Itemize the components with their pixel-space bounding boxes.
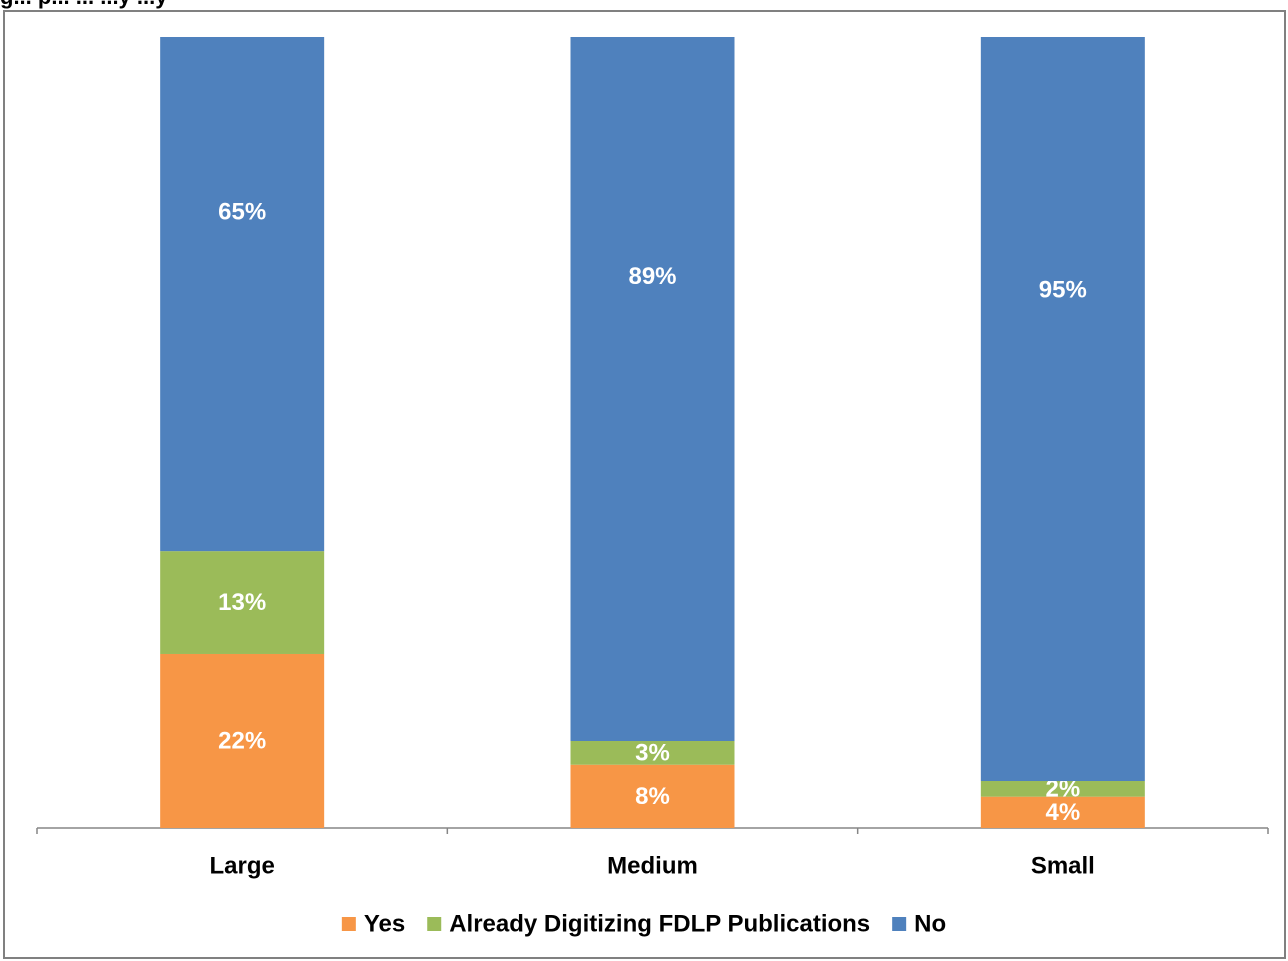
bar-no-large (160, 37, 325, 552)
legend-label: No (914, 911, 946, 938)
clipped-title-text: g... p... ... ...y ...y (0, 0, 167, 9)
x-tick-label: Large (209, 853, 274, 880)
bar-already-digitizing-fdlp-publications-large (160, 551, 325, 654)
bar-yes-large (160, 653, 325, 828)
legend-swatch (892, 917, 907, 931)
data-label: 8% (635, 783, 670, 810)
data-label: 13% (218, 589, 266, 616)
bar-no-small (980, 37, 1145, 782)
legend-label: Yes (364, 911, 405, 938)
data-label: 4% (1045, 799, 1080, 826)
bar-already-digitizing-fdlp-publications-small (980, 781, 1145, 797)
x-tick-label: Small (1031, 853, 1095, 880)
data-label: 89% (628, 263, 676, 290)
legend-label: Already Digitizing FDLP Publications (449, 911, 870, 938)
bar-yes-medium (570, 764, 735, 828)
clipped-chart-title: g... p... ... ...y ...y (0, 0, 420, 10)
legend-swatch (341, 917, 356, 931)
bar-already-digitizing-fdlp-publications-medium (570, 740, 735, 765)
bar-yes-small (980, 796, 1145, 828)
data-label: 3% (635, 739, 670, 766)
legend-swatch (427, 917, 442, 931)
data-label: 65% (218, 198, 266, 225)
x-tick-label: Medium (607, 853, 698, 880)
data-label: 95% (1039, 276, 1087, 303)
data-label: 22% (218, 727, 266, 754)
bar-no-medium (570, 37, 735, 741)
